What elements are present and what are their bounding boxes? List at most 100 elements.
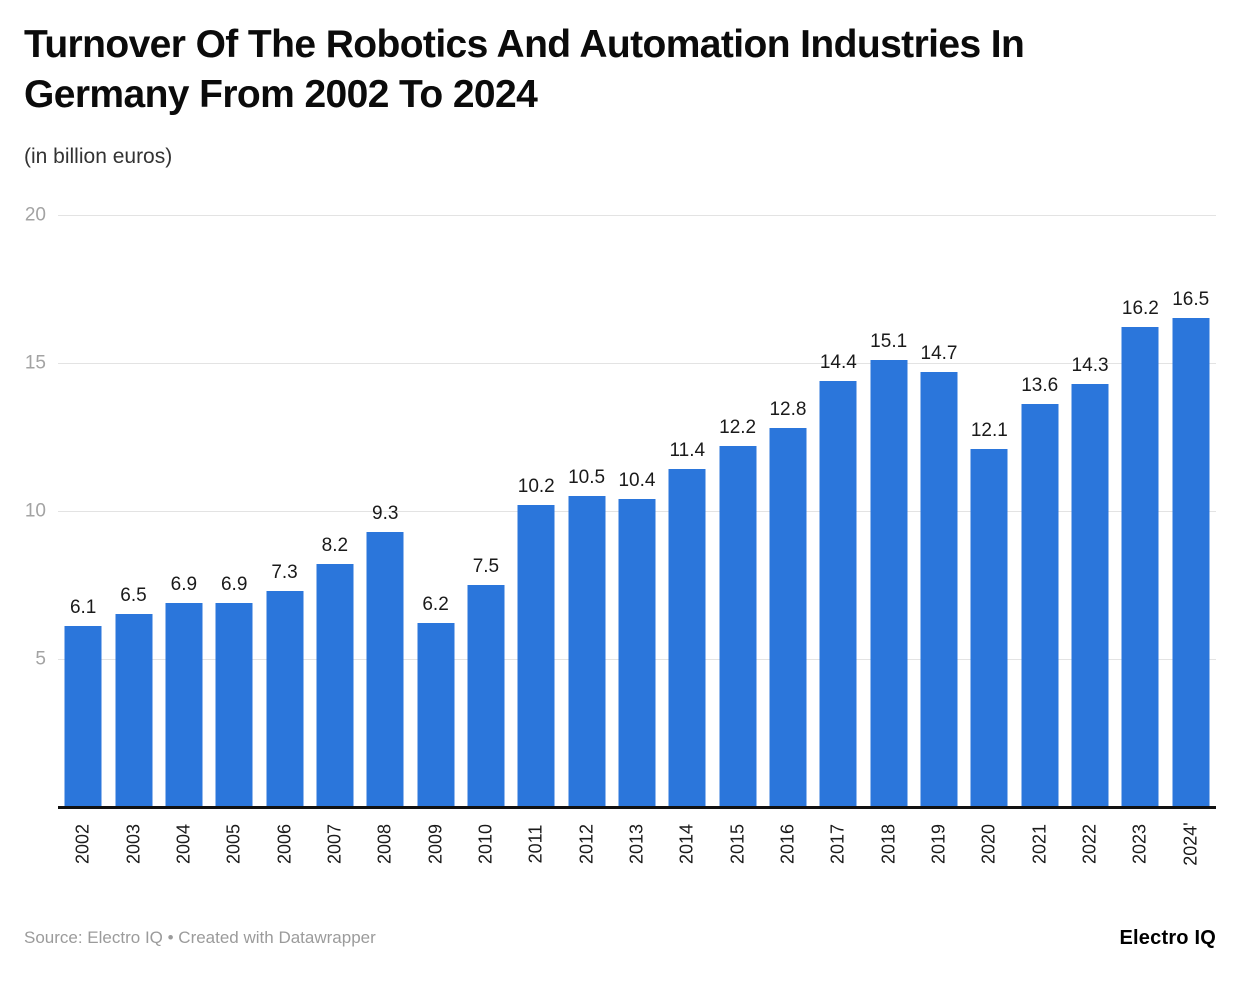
bar-slot: 7.5 — [461, 215, 511, 807]
bar-value-label: 14.7 — [920, 342, 958, 364]
gridline — [58, 214, 1216, 216]
bar-value-label: 15.1 — [870, 330, 908, 352]
bar-value-label: 13.6 — [1021, 375, 1059, 397]
x-axis-tick-label: 2023 — [1129, 823, 1150, 864]
bar-2005 — [215, 602, 253, 807]
bar-value-label: 6.9 — [220, 573, 248, 595]
bar-slot: 10.5 — [561, 215, 611, 807]
bar-slot: 16.5 — [1166, 215, 1216, 807]
x-axis-tick-label: 2007 — [324, 823, 345, 864]
bar-value-label: 12.1 — [970, 419, 1008, 441]
x-axis-tick: 2005 — [209, 807, 259, 889]
x-axis-tick-label: 2021 — [1029, 823, 1050, 864]
bar-2017 — [819, 380, 857, 807]
x-axis-tick: 2012 — [561, 807, 611, 889]
x-axis-tick: 2016 — [763, 807, 813, 889]
x-axis-tick-label: 2018 — [878, 823, 899, 864]
bar-value-label: 10.5 — [568, 467, 606, 489]
bar-2013 — [618, 498, 656, 807]
bar-slot: 12.8 — [763, 215, 813, 807]
bar-slot: 10.2 — [511, 215, 561, 807]
x-axis-tick-label: 2011 — [525, 824, 546, 864]
x-axis-tick: 2014 — [662, 807, 712, 889]
bar-slot: 14.7 — [914, 215, 964, 807]
bar-2024 — [1172, 318, 1210, 807]
x-axis-tick: 2002 — [58, 807, 108, 889]
bar-value-label: 6.5 — [120, 585, 147, 607]
bar-value-label: 16.2 — [1121, 298, 1159, 320]
x-axis-tick-label: 2022 — [1079, 823, 1100, 864]
bar-2020 — [970, 448, 1008, 807]
x-axis-tick-label: 2005 — [223, 823, 244, 864]
y-axis-tick-label: 10 — [24, 500, 46, 522]
bar-2010 — [467, 584, 505, 807]
bar-2012 — [568, 496, 606, 807]
gridline — [58, 362, 1216, 364]
y-axis-tick-label: 20 — [24, 204, 46, 226]
x-axis-tick: 2015 — [712, 807, 762, 889]
bar-value-label: 9.3 — [372, 502, 399, 524]
bar-2019 — [920, 371, 958, 807]
x-axis-line — [58, 805, 1216, 809]
x-axis-tick: 2006 — [259, 807, 309, 889]
x-axis-tick: 2022 — [1065, 807, 1115, 889]
bar-2022 — [1071, 383, 1109, 807]
chart-footer: Source: Electro IQ • Created with Datawr… — [24, 927, 1216, 950]
x-axis-tick-label: 2013 — [626, 823, 647, 864]
x-axis-tick: 2008 — [360, 807, 410, 889]
bar-value-label: 14.4 — [819, 351, 857, 373]
bar-value-label: 14.3 — [1071, 354, 1109, 376]
bar-value-label: 12.8 — [769, 398, 807, 420]
x-axis-labels: 2002 2003 2004 2005 2006 2007 2008 2009 2010 2011… — [58, 807, 1216, 889]
bar-slot: 13.6 — [1015, 215, 1065, 807]
bar-2007 — [316, 564, 354, 807]
bar-2021 — [1021, 404, 1059, 807]
x-axis-tick: 2020 — [964, 807, 1014, 889]
bar-value-label: 7.3 — [271, 561, 298, 583]
bar-value-label: 6.9 — [170, 573, 198, 595]
chart-title-line-1: Turnover Of The Robotics And Automation … — [24, 23, 1025, 66]
bar-2023 — [1121, 327, 1159, 807]
bar-2002 — [64, 626, 102, 807]
x-axis-tick-label: 2012 — [576, 823, 597, 864]
bar-value-label: 6.2 — [422, 594, 449, 616]
bar-slot: 6.9 — [159, 215, 209, 807]
bar-2016 — [769, 427, 807, 807]
x-axis-tick: 2024' — [1166, 807, 1216, 889]
x-axis-tick-label: 2004 — [173, 823, 194, 864]
source-note: Source: Electro IQ • Created with Datawr… — [24, 928, 376, 948]
brand-logo: Electro IQ — [1119, 926, 1216, 949]
chart-title-line-2: Germany From 2002 To 2024 — [24, 72, 538, 116]
x-axis-tick: 2004 — [159, 807, 209, 889]
x-axis-tick-label: 2020 — [978, 823, 999, 864]
x-axis-tick-label: 2016 — [777, 823, 798, 864]
bar-2008 — [366, 531, 404, 807]
bar-value-label: 8.2 — [321, 535, 349, 557]
x-axis-tick: 2010 — [461, 807, 511, 889]
x-axis-tick: 2017 — [813, 807, 863, 889]
bar-2003 — [115, 614, 153, 807]
x-axis-tick: 2009 — [410, 807, 460, 889]
x-axis-tick-label: 2019 — [928, 823, 949, 864]
x-axis-tick-label: 2003 — [123, 823, 144, 864]
bar-value-label: 10.4 — [618, 469, 656, 491]
bar-2006 — [266, 590, 304, 807]
bar-slot: 14.4 — [813, 215, 863, 807]
bar-slot: 16.2 — [1115, 215, 1165, 807]
bar-slot: 14.3 — [1065, 215, 1115, 807]
x-axis-tick: 2013 — [612, 807, 662, 889]
x-axis-tick: 2023 — [1115, 807, 1165, 889]
bar-chart: 20 15 10 5 6.1 6.5 6.9 6.9 7.3 8.2 9.3 6.2 7.5 10.2 10… — [24, 205, 1216, 889]
datawrapper-chart-page: Turnover Of The Robotics And Automation … — [0, 20, 1240, 950]
x-axis-tick: 2019 — [914, 807, 964, 889]
bar-2018 — [870, 359, 908, 807]
x-axis-tick-label: 2008 — [374, 823, 395, 864]
x-axis-tick-label: 2010 — [475, 823, 496, 864]
x-axis-tick-label: 2015 — [727, 823, 748, 864]
x-axis-tick-label: 2009 — [425, 823, 446, 864]
y-axis-tick-label: 15 — [24, 352, 46, 374]
bar-slot: 10.4 — [612, 215, 662, 807]
bar-slot: 8.2 — [310, 215, 360, 807]
bar-slot: 6.9 — [209, 215, 259, 807]
bar-value-label: 16.5 — [1172, 289, 1210, 311]
